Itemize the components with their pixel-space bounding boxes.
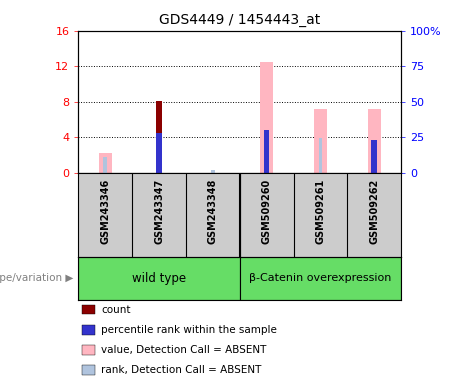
Bar — [156, 133, 162, 173]
Bar — [82, 365, 95, 375]
Text: count: count — [101, 305, 130, 314]
Bar — [260, 62, 273, 173]
Bar — [211, 170, 215, 173]
Text: genotype/variation ▶: genotype/variation ▶ — [0, 273, 74, 283]
Text: value, Detection Call = ABSENT: value, Detection Call = ABSENT — [101, 345, 266, 355]
Bar — [156, 101, 162, 173]
Text: GSM243347: GSM243347 — [154, 179, 164, 244]
Bar — [82, 345, 95, 355]
Bar — [103, 157, 107, 173]
Bar — [319, 138, 322, 173]
Text: GSM509260: GSM509260 — [261, 179, 272, 244]
Bar — [240, 257, 401, 300]
Bar — [264, 130, 269, 173]
Text: GSM243346: GSM243346 — [100, 179, 110, 244]
Text: GSM509261: GSM509261 — [315, 179, 325, 244]
Title: GDS4449 / 1454443_at: GDS4449 / 1454443_at — [159, 13, 320, 27]
Bar — [99, 153, 112, 173]
Bar — [368, 109, 381, 173]
Bar — [82, 305, 95, 314]
Text: β-Catenin overexpression: β-Catenin overexpression — [249, 273, 391, 283]
Text: percentile rank within the sample: percentile rank within the sample — [101, 325, 277, 335]
Bar — [82, 325, 95, 334]
Text: GSM243348: GSM243348 — [208, 179, 218, 244]
Bar — [78, 257, 240, 300]
Bar — [314, 109, 327, 173]
Text: wild type: wild type — [132, 272, 186, 285]
Bar — [372, 140, 377, 173]
Text: GSM509262: GSM509262 — [369, 179, 379, 244]
Text: rank, Detection Call = ABSENT: rank, Detection Call = ABSENT — [101, 365, 261, 375]
